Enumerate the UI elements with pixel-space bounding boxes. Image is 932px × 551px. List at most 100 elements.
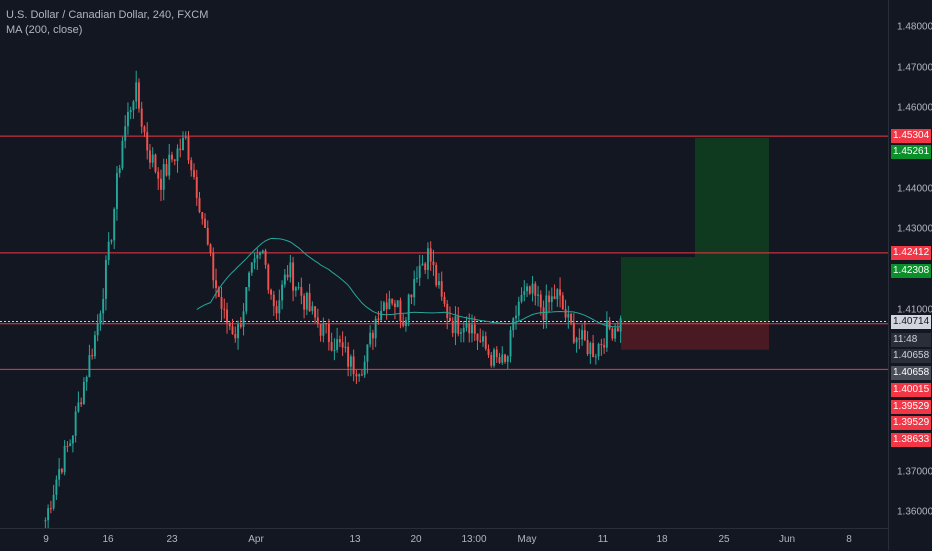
candle-body — [451, 321, 454, 334]
candle-body — [443, 296, 446, 304]
candle-body — [498, 357, 501, 363]
candle-body — [594, 356, 597, 358]
candle-body — [338, 339, 341, 343]
candle-body — [526, 286, 529, 292]
candle-body — [471, 324, 473, 334]
candle-body — [47, 508, 50, 521]
candle-body — [162, 164, 165, 190]
candle-body — [242, 311, 245, 327]
candle-body — [135, 82, 138, 102]
candle-body — [234, 334, 237, 339]
candle-body — [454, 316, 457, 334]
chart-canvas[interactable] — [0, 0, 888, 528]
candle-body — [275, 306, 278, 314]
candle-body — [327, 323, 330, 343]
candle-body — [239, 324, 242, 327]
candle-body — [347, 346, 350, 367]
candle-body — [292, 262, 295, 291]
candle-body — [91, 355, 94, 357]
candle-body — [388, 298, 391, 310]
candle-body — [176, 148, 179, 161]
candle-body — [559, 289, 562, 296]
candle-body — [380, 310, 383, 320]
candle-body — [217, 287, 220, 298]
candle-body — [369, 332, 372, 345]
time-tick-label: 13:00 — [461, 534, 487, 545]
moving-average-line — [196, 237, 621, 328]
price-label: 1.39529 — [891, 399, 931, 414]
candle-body — [220, 297, 223, 309]
price-tick-label: 1.37000 — [897, 466, 932, 478]
time-axis[interactable]: 9 16 23 Apr 13 20 13:00 May 11 18 25 Jun 8 — [0, 528, 888, 551]
price-axis[interactable]: 1.48000 1.47000 1.46000 1.44000 1.43000 1.410… — [888, 0, 932, 550]
candle-body — [171, 154, 173, 160]
candle-body — [96, 323, 99, 336]
candle-body — [349, 356, 352, 367]
candle-body — [460, 332, 462, 334]
candle-body — [578, 338, 581, 340]
candle-body — [237, 324, 240, 339]
candle-body — [421, 263, 424, 266]
candle-body — [168, 154, 171, 176]
candle-body — [542, 307, 545, 320]
candle-body — [358, 374, 361, 377]
price-label: 1.40714 — [891, 314, 931, 329]
time-tick-label: 16 — [102, 534, 114, 545]
candle-body — [616, 328, 619, 332]
candle-body — [160, 178, 162, 190]
candle-body — [619, 318, 622, 332]
candle-body — [586, 340, 589, 355]
candle-body — [151, 154, 154, 163]
candle-body — [432, 261, 435, 266]
candle-body — [611, 328, 614, 339]
candle-body — [476, 333, 479, 341]
target-zone-1 — [621, 257, 695, 322]
candle-body — [209, 244, 212, 253]
candle-body — [173, 159, 176, 161]
candle-body — [107, 241, 110, 260]
candle-body — [88, 355, 91, 378]
symbol-title[interactable]: U.S. Dollar / Canadian Dollar, 240, FXCM — [6, 9, 209, 21]
candle-body — [415, 277, 418, 280]
candle-body — [201, 211, 204, 219]
candle-body — [140, 108, 143, 127]
candle-body — [424, 263, 427, 270]
candle-body — [589, 343, 592, 355]
candle-body — [528, 286, 531, 294]
candle-body — [605, 320, 608, 348]
candle-body — [264, 250, 267, 265]
candle-body — [501, 354, 504, 363]
candle-body — [250, 262, 253, 273]
time-tick-label: 23 — [166, 534, 178, 545]
indicator-label[interactable]: MA (200, close) — [6, 24, 83, 36]
candle-body — [374, 318, 377, 339]
candle-body — [493, 349, 495, 366]
candle-body — [575, 338, 578, 343]
candle-body — [74, 411, 77, 436]
price-tick-label: 1.48000 — [897, 21, 932, 33]
candle-body — [113, 208, 116, 241]
candle-body — [126, 112, 129, 127]
candle-body — [583, 330, 586, 341]
candle-body — [204, 218, 206, 228]
candle-body — [393, 303, 396, 308]
candle-body — [465, 323, 468, 328]
price-tick-label: 1.46000 — [897, 102, 932, 114]
candle-body — [520, 294, 523, 302]
candle-body — [440, 281, 443, 297]
candle-body — [457, 316, 460, 334]
candle-body — [608, 320, 611, 329]
candle-body — [355, 374, 358, 377]
candle-body — [256, 254, 259, 259]
candle-body — [316, 317, 319, 324]
price-tick-label: 1.47000 — [897, 62, 932, 74]
candle-body — [399, 300, 402, 322]
candle-body — [404, 320, 407, 326]
candle-body — [118, 168, 121, 174]
candle-body — [572, 322, 575, 343]
time-tick-label: 18 — [656, 534, 668, 545]
candle-body — [165, 164, 168, 176]
candle-body — [561, 295, 564, 310]
candle-body — [509, 330, 512, 357]
